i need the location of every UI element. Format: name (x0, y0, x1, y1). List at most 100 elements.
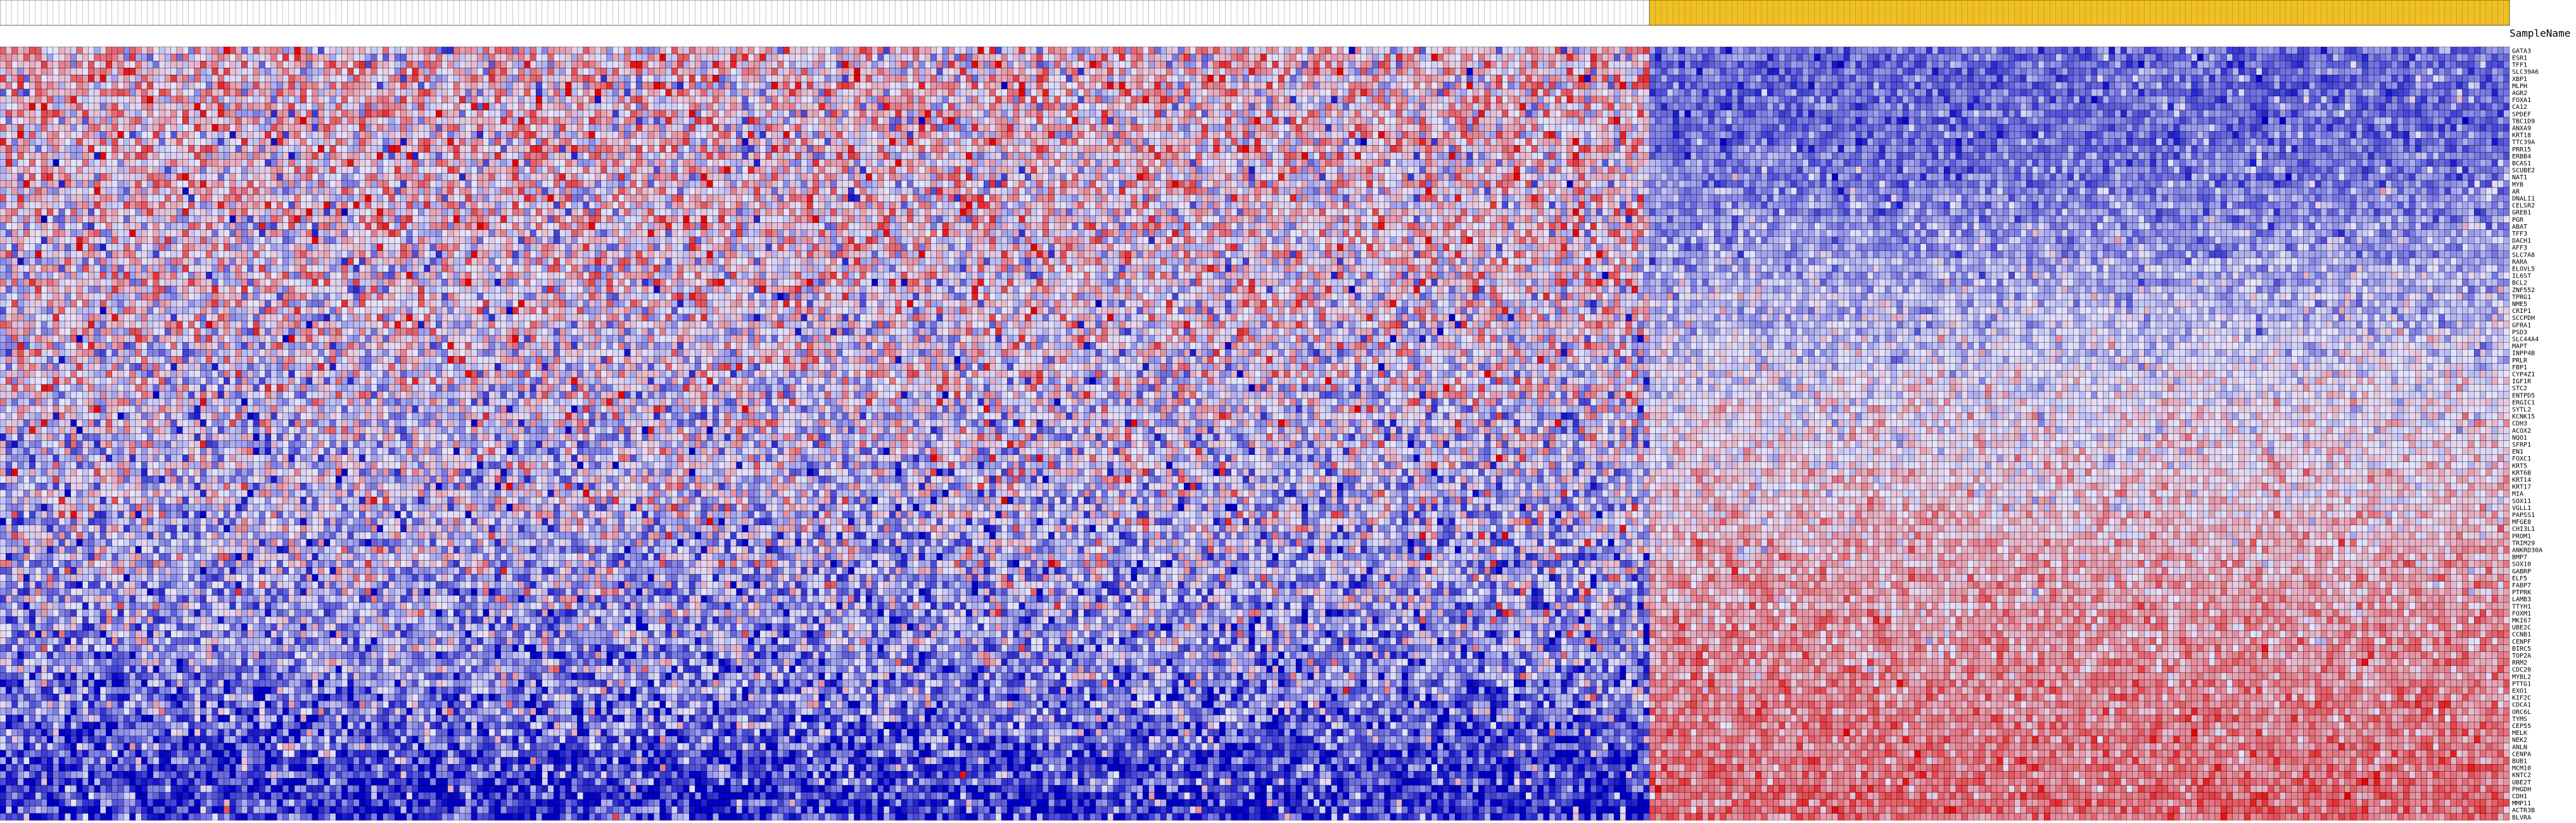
heatmap-cell (1037, 54, 1043, 61)
heatmap-cell (2386, 47, 2392, 54)
heatmap-cell (206, 47, 212, 54)
heatmap-cell (212, 47, 218, 54)
heatmap-cell (901, 47, 907, 54)
heatmap-cell (1237, 54, 1243, 61)
heatmap-cell (59, 47, 65, 54)
heatmap-cell (1785, 54, 1791, 61)
heatmap-cell (2192, 47, 2197, 54)
heatmap-cell (942, 54, 948, 61)
heatmap-cell (295, 47, 300, 54)
heatmap-cell (377, 47, 383, 54)
heatmap-cell (230, 47, 236, 54)
heatmap-cell (1272, 47, 1278, 54)
heatmap-cell (778, 47, 784, 54)
heatmap-cell (2409, 47, 2415, 54)
heatmap-cell (18, 54, 23, 61)
heatmap-cell (141, 54, 147, 61)
heatmap-cell (1426, 47, 1431, 54)
heatmap-cell (1567, 54, 1573, 61)
heatmap-cell (866, 47, 872, 54)
heatmap-cell (1260, 54, 1266, 61)
heatmap-cell (341, 54, 347, 61)
heatmap-cell (1561, 54, 1567, 61)
heatmap-cell (1944, 47, 1950, 54)
heatmap-cell (471, 47, 477, 54)
heatmap-cell (2008, 47, 2014, 54)
heatmap-cell (2421, 47, 2427, 54)
heatmap-cell (1155, 47, 1160, 54)
heatmap-cell (318, 54, 324, 61)
heatmap-cell (1490, 47, 1496, 54)
heatmap-cell (2256, 47, 2262, 54)
heatmap-cell (1767, 47, 1773, 54)
heatmap-cell (1090, 47, 1096, 54)
heatmap-cell (2103, 47, 2109, 54)
heatmap-cell (1137, 54, 1143, 61)
heatmap-cell (925, 54, 930, 61)
heatmap-cell (660, 54, 666, 61)
heatmap-cell (642, 47, 648, 54)
heatmap-cell (666, 54, 671, 61)
heatmap-cell (595, 54, 600, 61)
heatmap-cell (1114, 47, 1119, 54)
heatmap-cell (577, 54, 583, 61)
heatmap-cell (678, 54, 683, 61)
heatmap-cell (118, 47, 124, 54)
heatmap-cell (353, 54, 359, 61)
heatmap-cell (1744, 54, 1749, 61)
heatmap-cell (1385, 54, 1390, 61)
heatmap-cell (1596, 54, 1602, 61)
heatmap-cell (300, 47, 306, 54)
heatmap-cell (1685, 47, 1691, 54)
heatmap-cell (1296, 47, 1302, 54)
heatmap-cell (1084, 54, 1089, 61)
heatmap-cell (860, 47, 866, 54)
heatmap-cell (1620, 54, 1626, 61)
heatmap-cell (1419, 54, 1425, 61)
heatmap-cell (807, 47, 813, 54)
heatmap-cell (654, 47, 659, 54)
heatmap-cell (2374, 47, 2380, 54)
heatmap-cell (1697, 47, 1703, 54)
heatmap-cell (248, 54, 253, 61)
heatmap-cell (1255, 54, 1260, 61)
heatmap-cell (82, 47, 88, 54)
heatmap-cell (1396, 47, 1402, 54)
heatmap-cell (1231, 47, 1237, 54)
heatmap-cell (1443, 54, 1449, 61)
heatmap-cell (1561, 47, 1567, 54)
heatmap-cell (1714, 47, 1720, 54)
heatmap-cell (348, 54, 353, 61)
heatmap-cell (2021, 47, 2026, 54)
heatmap-cell (2238, 47, 2244, 54)
heatmap-cell (2067, 47, 2073, 54)
heatmap-cell (1443, 47, 1449, 54)
heatmap-cell (53, 54, 59, 61)
heatmap-cell (1614, 47, 1620, 54)
heatmap-cell (937, 47, 942, 54)
heatmap-cell (754, 54, 759, 61)
heatmap-cell (1208, 47, 1214, 54)
heatmap-cell (1815, 54, 1820, 61)
heatmap-cell (1478, 47, 1484, 54)
heatmap-cell (2404, 47, 2409, 54)
heatmap-cell (896, 54, 901, 61)
heatmap-cell (719, 47, 725, 54)
heatmap-cell (2033, 47, 2038, 54)
heatmap-cell (1331, 54, 1337, 61)
heatmap-cell (1685, 54, 1691, 61)
heatmap-cell (23, 47, 29, 54)
heatmap-cell (41, 47, 47, 54)
heatmap-cell (1532, 47, 1537, 54)
heatmap-cell (35, 54, 41, 61)
heatmap-cell (1066, 54, 1072, 61)
heatmap-cell (701, 47, 707, 54)
heatmap-cell (454, 54, 459, 61)
heatmap-cell (118, 54, 124, 61)
heatmap-cell (972, 54, 978, 61)
heatmap-cell (1285, 54, 1290, 61)
heatmap-cell (389, 54, 395, 61)
heatmap-cell (2203, 47, 2209, 54)
heatmap-cell (1626, 47, 1632, 54)
heatmap-cell (1620, 47, 1626, 54)
